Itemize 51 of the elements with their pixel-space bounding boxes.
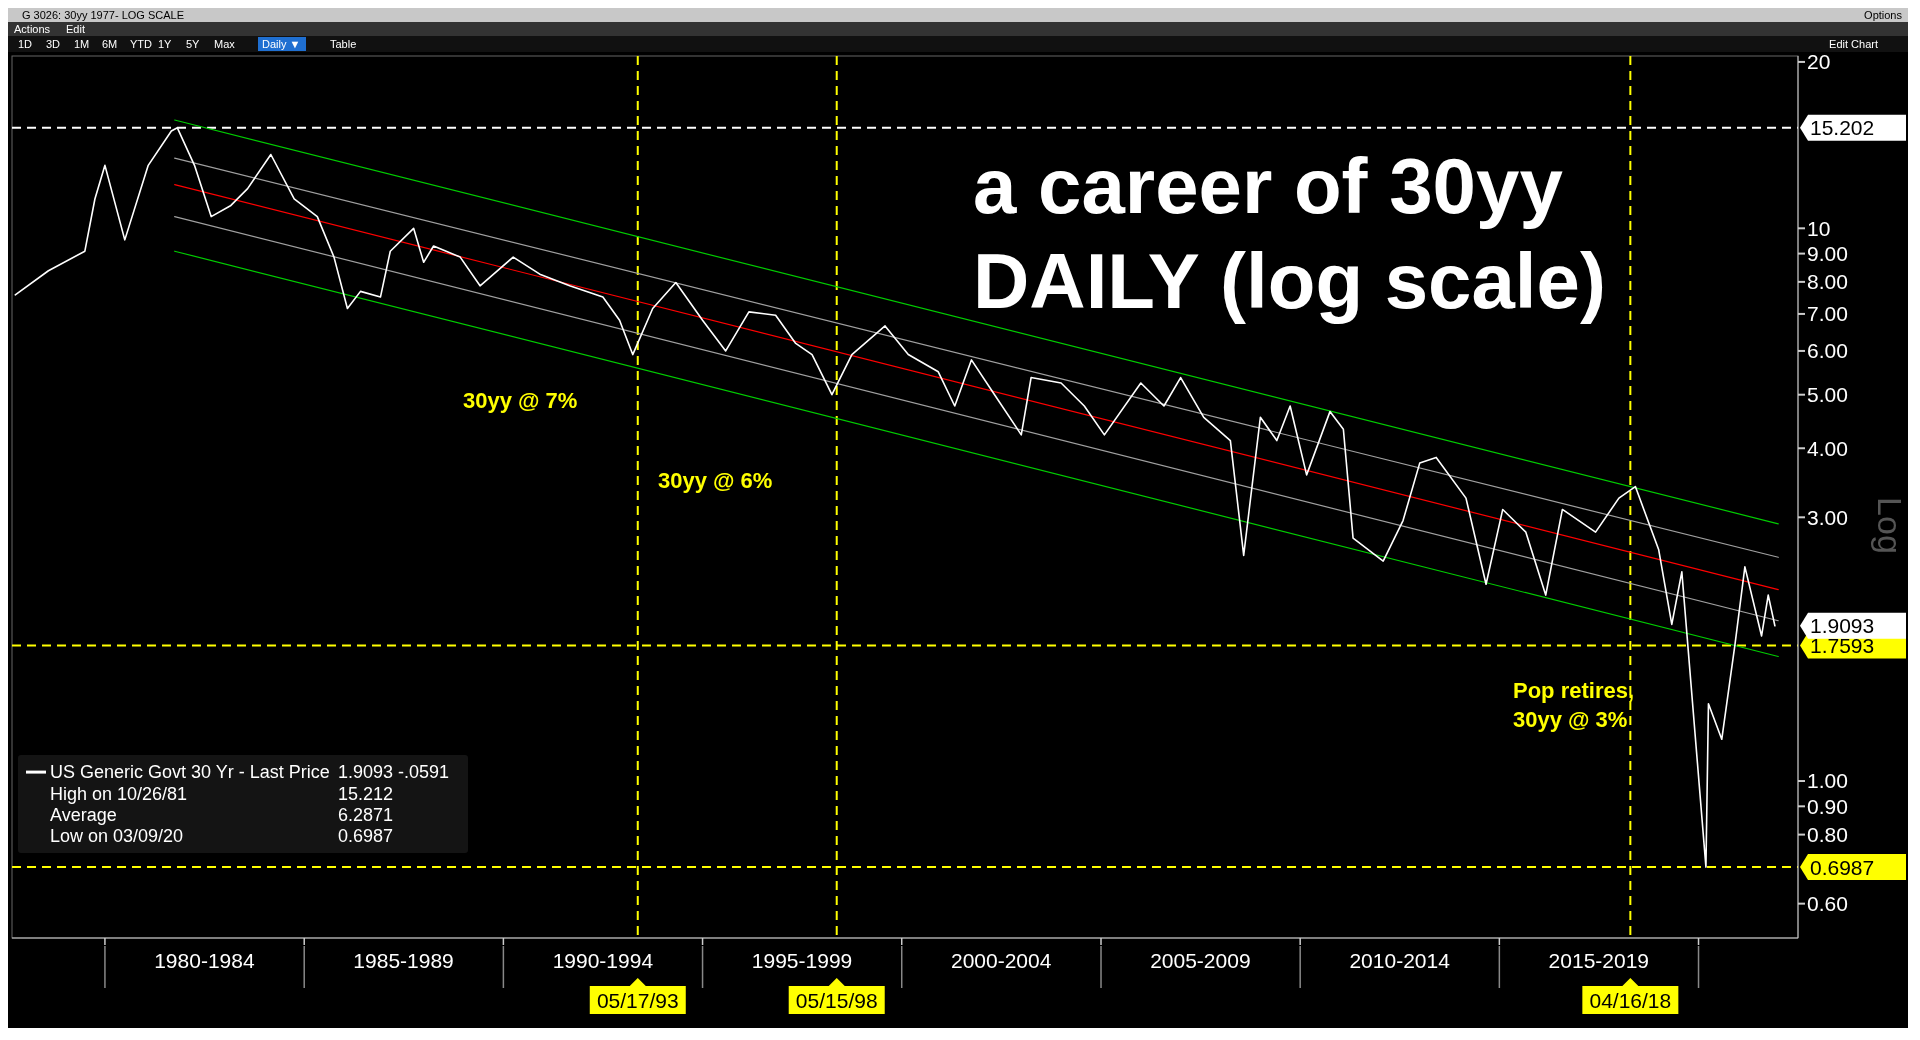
text: 1M [74, 38, 90, 50]
text: Max [214, 38, 236, 50]
x-tick-label: 2015-2019 [1548, 949, 1650, 972]
y-tick-label: 9.00 [1807, 241, 1848, 265]
text: Options [1864, 9, 1903, 21]
ref-line-label: 05/15/98 [795, 988, 878, 1012]
text: 5Y [186, 38, 201, 50]
y-tick-label: 1.00 [1807, 769, 1848, 793]
y-axis-title: Log [1871, 497, 1909, 554]
text: Edit [66, 23, 85, 35]
y-tick-label: 3.00 [1807, 505, 1848, 529]
y-tick-label: 0.80 [1807, 822, 1848, 846]
annotation: 1.9093 -.0591 [338, 762, 450, 783]
text: 3D [46, 38, 61, 50]
text: Actions [14, 23, 51, 35]
y-tick-label: 0.60 [1807, 892, 1848, 915]
ref-line-label: 15.202 [1810, 116, 1875, 140]
text: 1Y [158, 38, 173, 50]
annotation: 30yy @ 7% [463, 388, 578, 413]
x-tick-label: 2005-2009 [1150, 949, 1251, 972]
legend-label: US Generic Govt 30 Yr - Last Price [50, 762, 330, 783]
y-tick-label: 7.00 [1807, 302, 1848, 326]
x-tick-label: 1995-1999 [751, 949, 853, 972]
y-tick-label: 0.90 [1807, 794, 1848, 818]
y-tick-label: 8.00 [1807, 270, 1848, 294]
text: Daily ▼ [262, 38, 301, 50]
ref-line-label: 04/16/18 [1589, 988, 1672, 1012]
y-tick-label: 4.00 [1807, 436, 1848, 460]
text: a career of 30yy DAILY (log scale) [973, 142, 1606, 325]
y-tick-label: 20 [1807, 50, 1831, 74]
y-tick-label: 5.00 [1807, 383, 1848, 407]
ref-line-label: 0.6987 [1810, 855, 1875, 879]
ref-line-label: 05/17/93 [596, 988, 679, 1012]
text: 6M [102, 38, 118, 50]
y-tick-label: 10 [1807, 216, 1831, 240]
annotation: Pop retires, 30yy @ 3% [1513, 678, 1635, 732]
text: Low on 03/09/20 0.6987 [50, 826, 394, 847]
text: High on 10/26/81 15.212 [50, 784, 394, 805]
text: Table [330, 38, 357, 50]
x-tick-label: 2000-2004 [950, 949, 1052, 972]
chart-subtitle: G 3026: 30yy 1977- LOG SCALE [22, 9, 185, 21]
x-tick-label: 1980-1984 [154, 949, 255, 972]
x-tick-label: 1985-1989 [353, 949, 454, 972]
y-tick-label: 6.00 [1807, 339, 1848, 363]
x-tick-label: 1990-1994 [552, 949, 654, 972]
x-tick-label: 2010-2014 [1349, 949, 1451, 972]
text: Edit Chart [1829, 38, 1878, 50]
annotation: 30yy @ 6% [658, 468, 773, 493]
text: Average 6.2871 [50, 805, 394, 826]
text: YTD [130, 38, 153, 50]
text: 1D [18, 38, 33, 50]
